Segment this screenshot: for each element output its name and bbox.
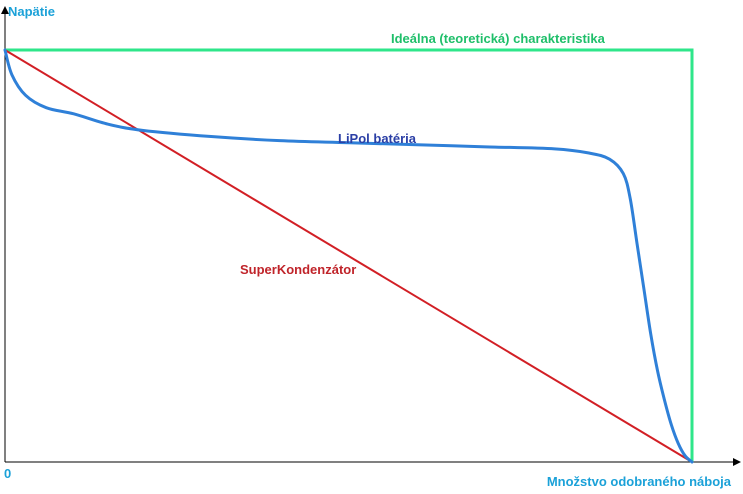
series-label-lipol: LiPol batéria (338, 131, 417, 146)
series-label-supercapacitor: SuperKondenzátor (240, 262, 356, 277)
origin-label: 0 (4, 466, 11, 481)
y-axis-arrow (1, 6, 9, 14)
x-axis-arrow (733, 458, 741, 466)
series-line-supercapacitor (4, 49, 693, 463)
series-label-ideal: Ideálna (teoretická) charakteristika (391, 31, 606, 46)
y-axis-label: Napätie (8, 4, 55, 19)
series-line-ideal (5, 48, 694, 462)
series-line-lipol (3, 48, 694, 464)
x-axis-label: Množstvo odobraného náboja (547, 474, 732, 489)
